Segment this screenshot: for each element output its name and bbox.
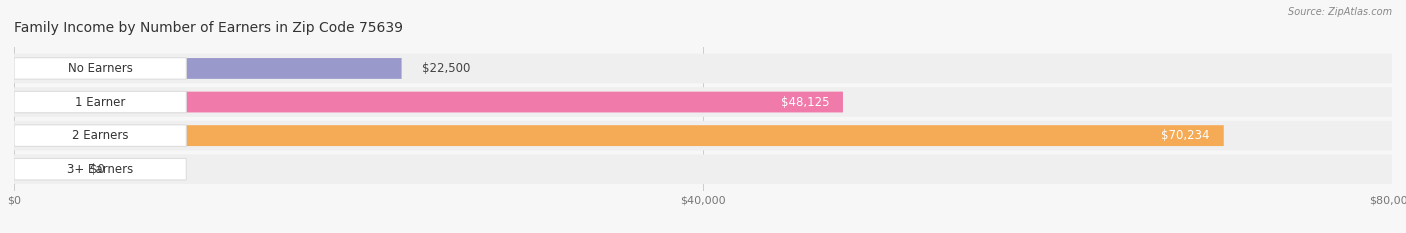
FancyBboxPatch shape bbox=[14, 154, 1392, 184]
Text: Source: ZipAtlas.com: Source: ZipAtlas.com bbox=[1288, 7, 1392, 17]
FancyBboxPatch shape bbox=[14, 58, 402, 79]
FancyBboxPatch shape bbox=[14, 92, 844, 113]
Text: 1 Earner: 1 Earner bbox=[75, 96, 125, 109]
Text: No Earners: No Earners bbox=[67, 62, 132, 75]
Text: $70,234: $70,234 bbox=[1161, 129, 1211, 142]
FancyBboxPatch shape bbox=[14, 159, 69, 180]
Text: 2 Earners: 2 Earners bbox=[72, 129, 128, 142]
Text: Family Income by Number of Earners in Zip Code 75639: Family Income by Number of Earners in Zi… bbox=[14, 21, 404, 35]
Text: $48,125: $48,125 bbox=[780, 96, 830, 109]
Text: $0: $0 bbox=[90, 163, 104, 176]
FancyBboxPatch shape bbox=[14, 121, 1392, 151]
Text: 3+ Earners: 3+ Earners bbox=[67, 163, 134, 176]
FancyBboxPatch shape bbox=[14, 91, 186, 113]
FancyBboxPatch shape bbox=[14, 125, 186, 146]
FancyBboxPatch shape bbox=[14, 158, 186, 180]
FancyBboxPatch shape bbox=[14, 58, 186, 79]
FancyBboxPatch shape bbox=[14, 54, 1392, 83]
FancyBboxPatch shape bbox=[14, 125, 1223, 146]
FancyBboxPatch shape bbox=[14, 87, 1392, 117]
Text: $22,500: $22,500 bbox=[422, 62, 471, 75]
